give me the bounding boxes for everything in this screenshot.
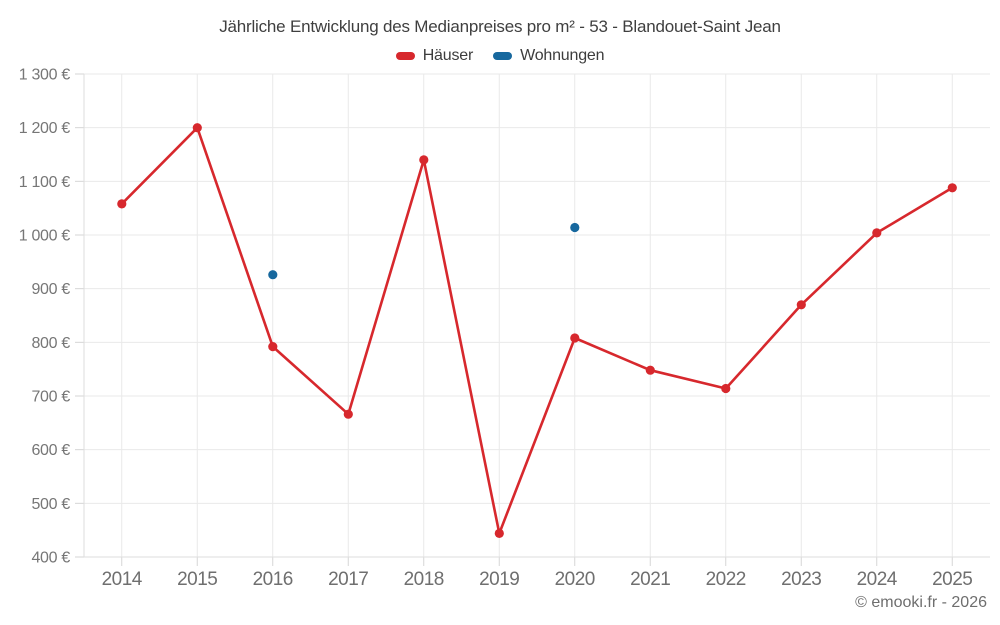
wohnungen-series-swatch-icon <box>493 52 513 60</box>
legend-label-hauser: Häuser <box>422 47 474 64</box>
x-tick-label: 2022 <box>706 569 746 590</box>
y-tick-label: 800 € <box>31 335 70 352</box>
chart-title: Jährliche Entwicklung des Medianpreises … <box>219 17 781 36</box>
x-tick-label: 2018 <box>404 569 444 590</box>
wohnungen-data-point <box>570 222 580 233</box>
legend-label-wohnungen: Wohnungen <box>520 47 605 64</box>
y-tick-label: 900 € <box>31 281 70 298</box>
x-tick-label: 2020 <box>555 569 595 590</box>
x-tick-label: 2015 <box>177 569 217 590</box>
x-tick-label: 2021 <box>630 569 670 590</box>
häuser-data-point <box>796 300 806 310</box>
hauser-series-swatch-icon <box>395 52 415 60</box>
x-tick-label: 2017 <box>328 569 368 590</box>
y-tick-label: 700 € <box>31 389 70 406</box>
häuser-data-point <box>494 528 504 539</box>
legend-item-wohnungen[interactable]: Wohnungen <box>493 47 604 65</box>
y-tick-label: 1 200 € <box>19 120 71 137</box>
häuser-data-point <box>721 383 731 394</box>
häuser-data-point <box>268 342 278 352</box>
häuser-data-point <box>419 155 429 165</box>
copyright-footer: © emooki.fr - 2026 <box>855 594 987 611</box>
y-tick-label: 500 € <box>31 496 70 513</box>
häuser-data-point <box>570 333 580 343</box>
wohnungen-data-point <box>268 270 278 280</box>
y-tick-label: 1 000 € <box>19 228 71 245</box>
häuser-data-point <box>872 228 882 238</box>
häuser-data-point <box>947 183 957 193</box>
häuser-line <box>120 126 954 535</box>
häuser-data-point <box>117 199 127 209</box>
häuser-data-point <box>192 123 202 133</box>
häuser-data-point <box>645 365 655 375</box>
x-tick-label: 2016 <box>253 569 293 590</box>
y-tick-label: 1 100 € <box>19 174 71 191</box>
x-tick-label: 2025 <box>932 569 972 590</box>
x-tick-label: 2024 <box>857 569 898 590</box>
häuser-data-point <box>343 409 353 419</box>
x-tick-label: 2023 <box>781 569 821 590</box>
y-tick-label: 1 300 € <box>19 67 71 84</box>
legend: Häuser Wohnungen <box>0 47 1000 65</box>
legend-item-hauser[interactable]: Häuser <box>395 47 474 65</box>
y-tick-label: 600 € <box>31 442 70 459</box>
y-tick-label: 400 € <box>31 550 70 567</box>
x-tick-label: 2019 <box>479 569 519 590</box>
x-tick-label: 2014 <box>102 569 143 590</box>
